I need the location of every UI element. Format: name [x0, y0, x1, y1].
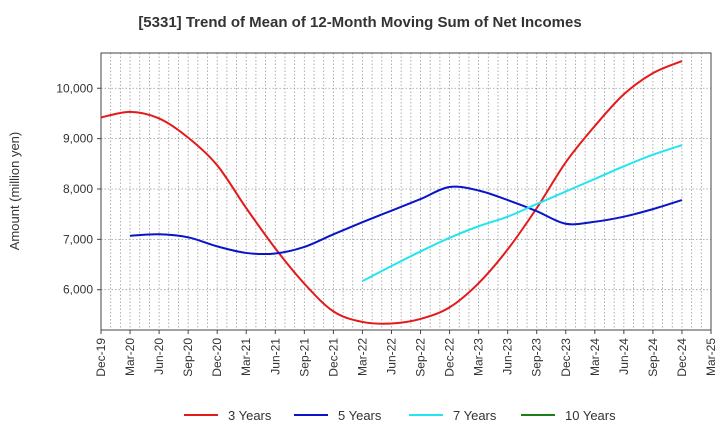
plot-area-border [100, 52, 712, 331]
x-tick-label: Jun-23 [501, 338, 515, 375]
legend-label: 7 Years [453, 407, 497, 423]
plot-area-background [101, 53, 711, 330]
series-line-7-years [361, 144, 683, 283]
x-tick-label: Mar-24 [588, 338, 602, 376]
y-tick-label: 10,000 [56, 81, 93, 95]
legend-item-5-years: 5 Years [294, 404, 381, 426]
series-lines [100, 60, 683, 325]
x-tick-label: Dec-19 [94, 338, 108, 377]
y-tick-label: 7,000 [63, 232, 93, 246]
legend-swatch [184, 414, 218, 416]
legend-item-7-years: 7 Years [409, 404, 496, 426]
x-axis-ticks: Dec-19 Mar-20 Jun-20 Sep-20 Dec-20 Mar-21 Jun-… [94, 330, 718, 377]
y-tick-label: 8,000 [63, 182, 93, 196]
legend-item-10-years: 10 Years [521, 404, 616, 426]
x-tick-label: Mar-22 [355, 338, 369, 376]
x-tick-label: Dec-22 [443, 338, 457, 377]
x-tick-label: Mar-21 [239, 338, 253, 376]
x-tick-label: Jun-24 [617, 338, 631, 375]
x-tick-label: Dec-24 [675, 338, 689, 377]
x-tick-label: Sep-23 [530, 338, 544, 377]
y-axis-label: Amount (million yen) [7, 132, 22, 251]
legend-label: 5 Years [338, 407, 382, 423]
x-tick-label: Sep-22 [414, 338, 428, 377]
x-tick-label: Sep-24 [646, 338, 660, 377]
legend-label: 3 Years [228, 407, 272, 423]
y-axis-ticks: 6,000 7,000 8,000 9,000 10,000 [56, 81, 101, 297]
series-line-5-years [129, 185, 683, 256]
x-tick-label: Jun-22 [384, 338, 398, 375]
x-tick-label: Sep-20 [181, 338, 195, 377]
legend-swatch [409, 414, 443, 416]
x-tick-label: Mar-25 [704, 338, 718, 376]
x-tick-label: Sep-21 [297, 338, 311, 377]
legend-item-3-years: 3 Years [184, 404, 271, 426]
x-tick-label: Dec-21 [326, 338, 340, 377]
x-tick-label: Dec-20 [210, 338, 224, 377]
series-line-3-years [100, 60, 683, 325]
y-tick-label: 9,000 [63, 132, 93, 146]
grid-lines [101, 53, 711, 330]
y-tick-label: 6,000 [63, 283, 93, 297]
legend: 3 Years 5 Years 7 Years 10 Years [0, 404, 720, 426]
x-tick-label: Mar-20 [123, 338, 137, 376]
legend-swatch [521, 414, 555, 416]
legend-label: 10 Years [565, 407, 616, 423]
x-tick-label: Mar-23 [472, 338, 486, 376]
chart-title: [5331] Trend of Mean of 12-Month Moving … [138, 14, 582, 31]
x-tick-label: Dec-23 [559, 338, 573, 377]
x-tick-label: Jun-21 [268, 338, 282, 375]
x-tick-label: Jun-20 [152, 338, 166, 375]
legend-swatch [294, 414, 328, 416]
